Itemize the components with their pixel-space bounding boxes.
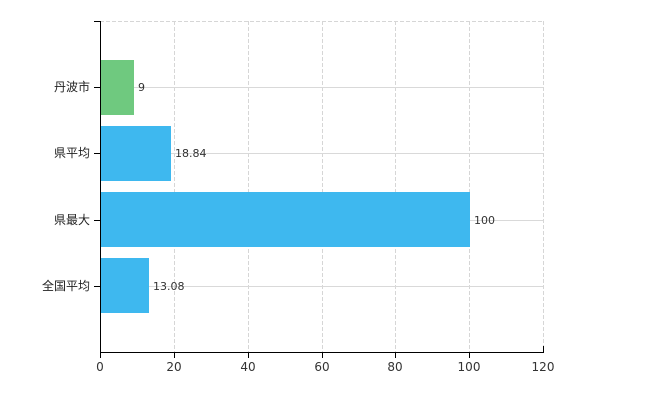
grid-line-vertical	[543, 21, 544, 352]
x-tick	[469, 353, 470, 358]
grid-line-horizontal	[100, 87, 543, 88]
x-tick-label: 120	[531, 360, 555, 374]
x-tick-end	[543, 346, 544, 352]
category-label: 県平均	[53, 146, 90, 160]
y-tick	[94, 153, 100, 154]
x-tick-label: 60	[314, 360, 330, 374]
x-tick	[100, 353, 101, 358]
grid-line-vertical	[469, 21, 470, 352]
bar-value-label: 9	[138, 81, 145, 94]
bar	[101, 60, 134, 115]
x-tick	[174, 353, 175, 358]
bar	[101, 192, 470, 247]
x-tick	[322, 353, 323, 358]
y-axis-line	[100, 21, 101, 353]
category-label: 丹波市	[53, 80, 90, 94]
bar-value-label: 13.08	[153, 280, 185, 293]
y-axis-top-tick	[94, 21, 100, 22]
grid-line-horizontal	[100, 286, 543, 287]
grid-line-vertical	[322, 21, 323, 352]
x-tick-label: 100	[457, 360, 481, 374]
bar	[101, 258, 149, 313]
bar	[101, 126, 171, 181]
bar-value-label: 18.84	[175, 147, 207, 160]
grid-line-horizontal	[100, 153, 543, 154]
y-tick	[94, 220, 100, 221]
grid-line-vertical	[174, 21, 175, 352]
x-tick-label: 80	[387, 360, 403, 374]
x-tick-label: 20	[166, 360, 182, 374]
x-tick	[248, 353, 249, 358]
bar-value-label: 100	[474, 214, 495, 227]
x-tick-label: 0	[96, 360, 104, 374]
x-tick-label: 40	[240, 360, 256, 374]
grid-line-vertical	[395, 21, 396, 352]
category-label: 県最大	[53, 213, 90, 227]
grid-line-vertical	[248, 21, 249, 352]
x-tick	[395, 353, 396, 358]
y-tick	[94, 286, 100, 287]
y-tick	[94, 87, 100, 88]
grid-line-top	[100, 21, 543, 22]
category-label: 全国平均	[41, 279, 90, 293]
x-axis-line	[100, 352, 544, 353]
